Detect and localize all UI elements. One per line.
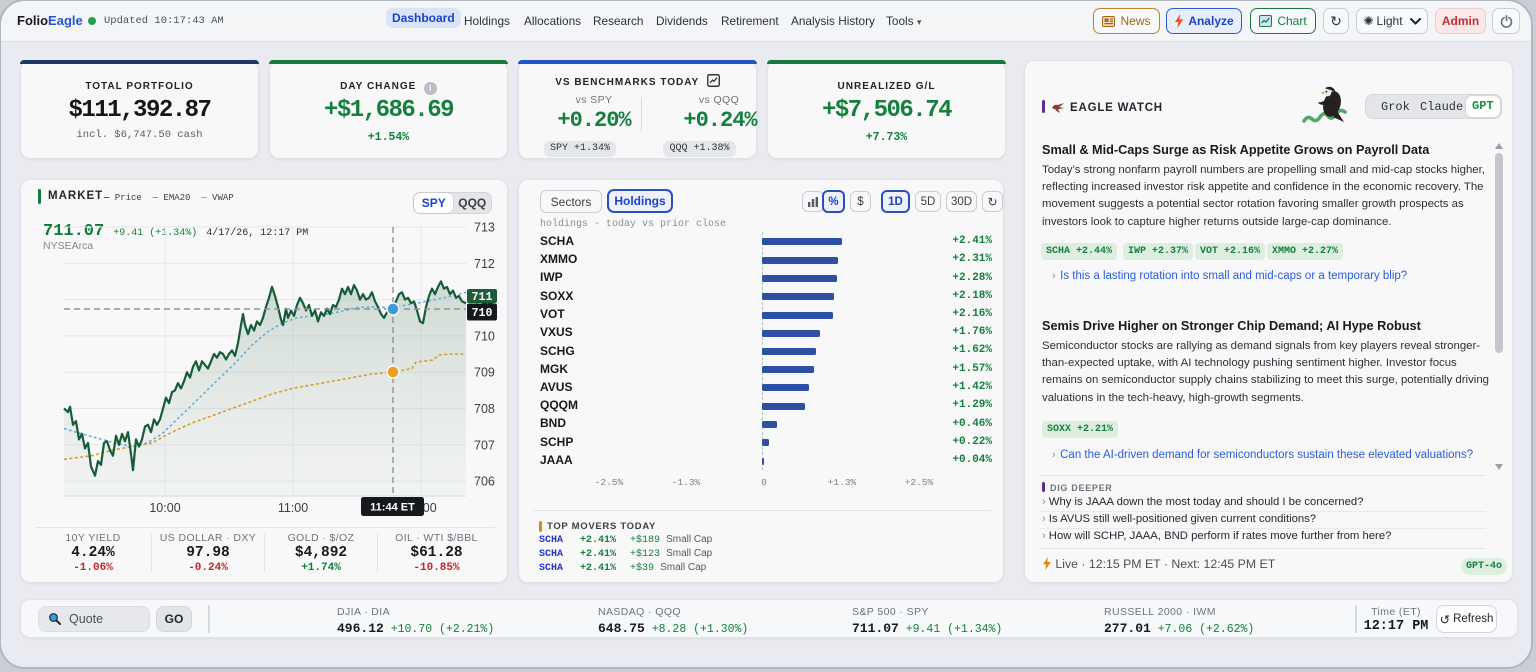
svg-text:709: 709 bbox=[474, 366, 495, 380]
svg-text:710: 710 bbox=[472, 307, 493, 320]
svg-text:710: 710 bbox=[474, 329, 495, 343]
svg-text:711: 711 bbox=[472, 291, 493, 304]
svg-text:708: 708 bbox=[474, 402, 495, 416]
svg-text:10:00: 10:00 bbox=[149, 501, 180, 515]
svg-text:11:44 ET: 11:44 ET bbox=[370, 502, 415, 514]
svg-text:11:00: 11:00 bbox=[278, 501, 308, 515]
svg-text:707: 707 bbox=[474, 438, 495, 452]
svg-text:706: 706 bbox=[474, 475, 495, 489]
svg-text:713: 713 bbox=[474, 221, 495, 235]
svg-text:712: 712 bbox=[474, 257, 495, 271]
